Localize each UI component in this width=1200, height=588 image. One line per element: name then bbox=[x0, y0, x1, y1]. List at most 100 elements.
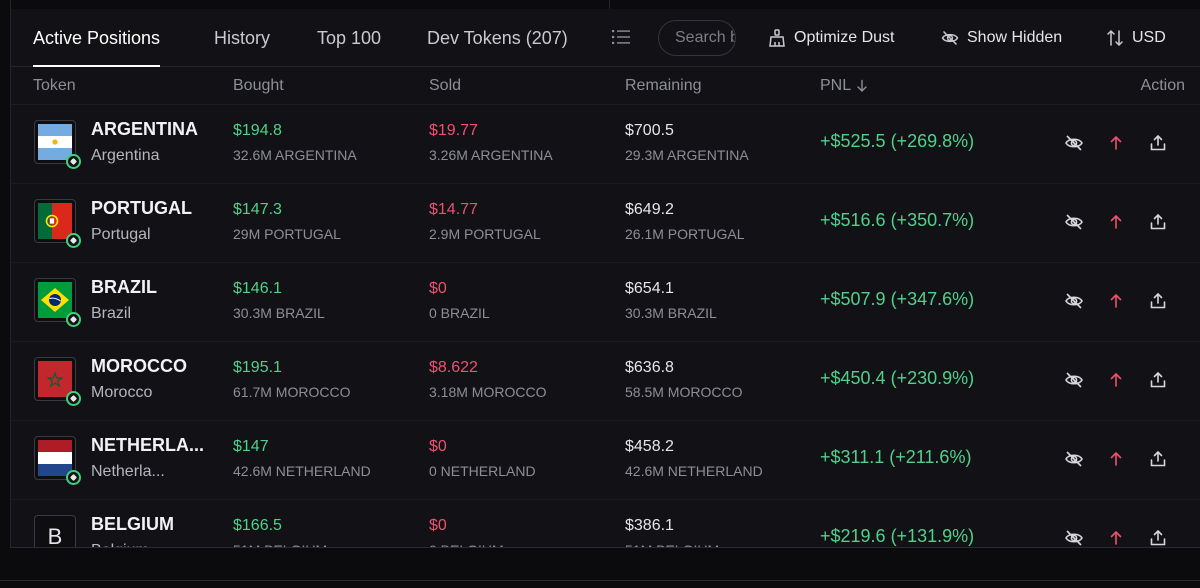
remaining-usd: $636.8 bbox=[625, 359, 674, 376]
token-symbol[interactable]: NETHERLA... bbox=[91, 435, 205, 455]
netherlands-flag-icon bbox=[38, 440, 72, 476]
share-icon bbox=[1150, 371, 1166, 388]
remaining-usd: $700.5 bbox=[625, 122, 674, 139]
table-row[interactable]: B BELGIUM Belgium $166.5 51M BELGIUM $0 0 BELG… bbox=[11, 500, 1200, 547]
eye-off-icon bbox=[941, 30, 959, 46]
table-row[interactable]: MOROCCO Morocco $195.1 61.7M MOROCCO $8.622 3… bbox=[11, 342, 1200, 421]
share-token-button[interactable] bbox=[1147, 211, 1169, 233]
token-name: Brazil bbox=[91, 305, 132, 322]
belgium-letter-b-icon: B bbox=[38, 519, 72, 547]
eye-off-icon bbox=[1065, 135, 1083, 151]
remaining-usd: $458.2 bbox=[625, 438, 674, 455]
table-row[interactable]: PORTUGAL Portugal $147.3 29M PORTUGAL $14.77… bbox=[11, 184, 1200, 263]
pump-badge-icon bbox=[66, 312, 81, 327]
token-avatar bbox=[34, 120, 81, 169]
column-header: Token Bought Sold Remaining PNL Action bbox=[11, 67, 1200, 105]
hide-token-button[interactable] bbox=[1063, 448, 1085, 470]
hide-token-button[interactable] bbox=[1063, 211, 1085, 233]
share-icon bbox=[1150, 292, 1166, 309]
token-avatar bbox=[34, 436, 81, 485]
hide-token-button[interactable] bbox=[1063, 527, 1085, 547]
sold-usd: $8.622 bbox=[429, 359, 478, 376]
list-filter-icon[interactable] bbox=[612, 28, 630, 46]
remaining-usd: $386.1 bbox=[625, 517, 674, 534]
sold-usd: $14.77 bbox=[429, 201, 478, 218]
sell-token-button[interactable] bbox=[1105, 290, 1127, 312]
share-token-button[interactable] bbox=[1147, 290, 1169, 312]
table-row[interactable]: ARGENTINA Argentina $194.8 32.6M ARGENTINA $… bbox=[11, 105, 1200, 184]
sold-usd: $0 bbox=[429, 517, 447, 534]
col-remaining: Remaining bbox=[625, 77, 702, 94]
optimize-dust-button[interactable]: Optimize Dust bbox=[768, 9, 894, 67]
table-row[interactable]: NETHERLA... Netherla... $147 42.6M NETHERLA… bbox=[11, 421, 1200, 500]
bought-usd: $147 bbox=[233, 438, 269, 455]
arrow-up-icon bbox=[1110, 214, 1122, 229]
sell-token-button[interactable] bbox=[1105, 527, 1127, 547]
token-symbol[interactable]: BELGIUM bbox=[91, 514, 174, 534]
show-hidden-button[interactable]: Show Hidden bbox=[941, 9, 1062, 67]
sell-token-button[interactable] bbox=[1105, 448, 1127, 470]
pump-badge-icon bbox=[66, 391, 81, 406]
currency-toggle-button[interactable]: USD bbox=[1106, 9, 1166, 67]
remaining-amount: 58.5M MOROCCO bbox=[625, 384, 743, 400]
hide-token-button[interactable] bbox=[1063, 290, 1085, 312]
sold-amount: 0 BELGIUM bbox=[429, 542, 504, 547]
col-token: Token bbox=[33, 77, 76, 94]
token-name: Portugal bbox=[91, 226, 151, 243]
sell-token-button[interactable] bbox=[1105, 369, 1127, 391]
token-symbol[interactable]: MOROCCO bbox=[91, 356, 187, 376]
search-box bbox=[658, 20, 736, 56]
pnl-value: +$525.5 (+269.8%) bbox=[820, 131, 975, 151]
sell-token-button[interactable] bbox=[1105, 132, 1127, 154]
col-bought: Bought bbox=[233, 77, 284, 94]
share-token-button[interactable] bbox=[1147, 448, 1169, 470]
sold-usd: $19.77 bbox=[429, 122, 478, 139]
sold-usd: $0 bbox=[429, 280, 447, 297]
eye-off-icon bbox=[1065, 293, 1083, 309]
argentina-flag-icon bbox=[38, 124, 72, 160]
tab-history[interactable]: History bbox=[214, 28, 271, 48]
share-token-button[interactable] bbox=[1147, 132, 1169, 154]
sold-amount: 0 BRAZIL bbox=[429, 305, 490, 321]
pnl-value: +$219.6 (+131.9%) bbox=[820, 526, 975, 546]
share-icon bbox=[1150, 134, 1166, 151]
remaining-amount: 30.3M BRAZIL bbox=[625, 305, 717, 321]
share-token-button[interactable] bbox=[1147, 369, 1169, 391]
bought-amount: 29M PORTUGAL bbox=[233, 226, 341, 242]
tab-top-100[interactable]: Top 100 bbox=[317, 28, 382, 48]
arrow-up-icon bbox=[1110, 293, 1122, 308]
remaining-amount: 29.3M ARGENTINA bbox=[625, 147, 749, 163]
token-avatar bbox=[34, 278, 81, 327]
col-pnl-sort[interactable]: PNL bbox=[820, 67, 869, 105]
tab-active-positions[interactable]: Active Positions bbox=[33, 9, 161, 67]
arrow-up-icon bbox=[1110, 135, 1122, 150]
bought-amount: 51M BELGIUM bbox=[233, 542, 327, 547]
search-input[interactable] bbox=[659, 21, 735, 55]
pnl-value: +$311.1 (+211.6%) bbox=[820, 447, 972, 467]
bought-amount: 61.7M MOROCCO bbox=[233, 384, 351, 400]
tab-bar: Active Positions History Top 100 Dev Tok… bbox=[11, 9, 1200, 67]
share-icon bbox=[1150, 213, 1166, 230]
col-sold: Sold bbox=[429, 77, 462, 94]
top-frame-separator bbox=[609, 0, 610, 10]
bought-usd: $194.8 bbox=[233, 122, 282, 139]
share-token-button[interactable] bbox=[1147, 527, 1169, 547]
currency-label: USD bbox=[1132, 29, 1166, 46]
share-icon bbox=[1150, 529, 1166, 546]
eye-off-icon bbox=[1065, 214, 1083, 230]
token-symbol[interactable]: BRAZIL bbox=[91, 277, 157, 297]
tab-dev-tokens[interactable]: Dev Tokens (207) bbox=[427, 28, 568, 48]
hide-token-button[interactable] bbox=[1063, 132, 1085, 154]
token-avatar bbox=[34, 199, 81, 248]
pnl-value: +$516.6 (+350.7%) bbox=[820, 210, 975, 230]
token-symbol[interactable]: ARGENTINA bbox=[91, 119, 198, 139]
bought-usd: $146.1 bbox=[233, 280, 282, 297]
bought-usd: $147.3 bbox=[233, 201, 282, 218]
hide-token-button[interactable] bbox=[1063, 369, 1085, 391]
sold-amount: 2.9M PORTUGAL bbox=[429, 226, 541, 242]
table-row[interactable]: BRAZIL Brazil $146.1 30.3M BRAZIL $0 0 BRAZIL… bbox=[11, 263, 1200, 342]
arrow-up-icon bbox=[1110, 451, 1122, 466]
token-symbol[interactable]: PORTUGAL bbox=[91, 198, 192, 218]
sell-token-button[interactable] bbox=[1105, 211, 1127, 233]
broom-icon bbox=[769, 29, 785, 47]
